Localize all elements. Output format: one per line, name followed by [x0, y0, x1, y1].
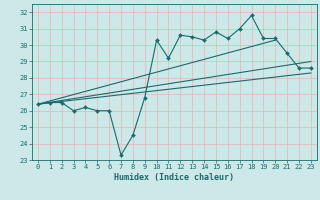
X-axis label: Humidex (Indice chaleur): Humidex (Indice chaleur) — [115, 173, 234, 182]
